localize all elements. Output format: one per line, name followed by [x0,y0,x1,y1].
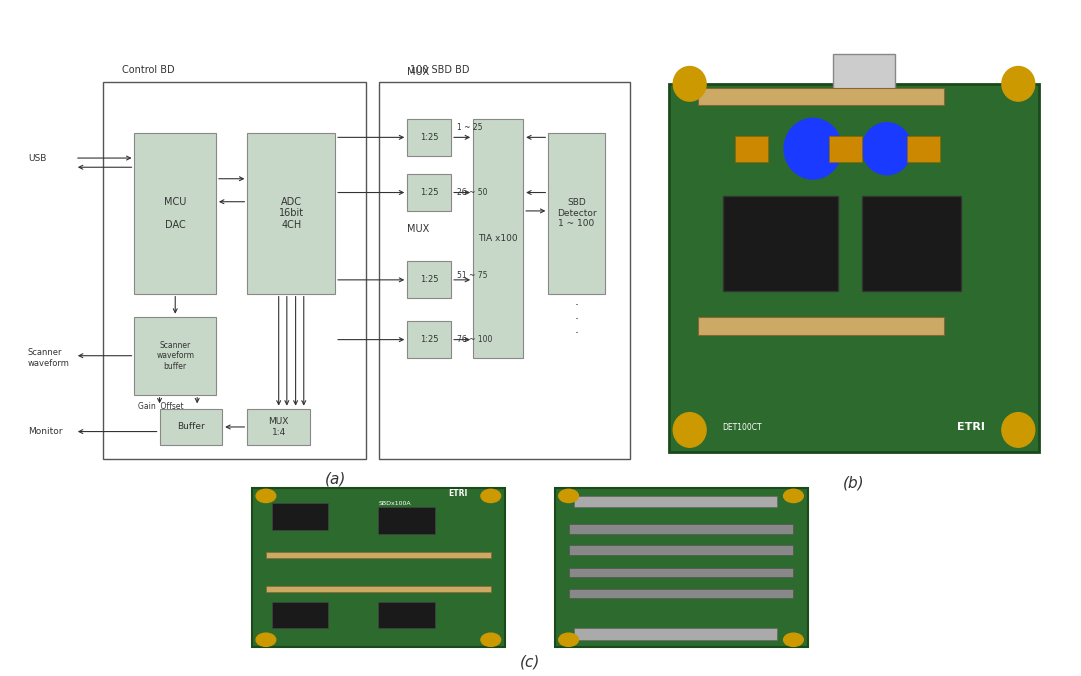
Circle shape [256,633,276,646]
Text: 1:25: 1:25 [419,188,439,197]
Text: Gain  Offset: Gain Offset [137,402,184,411]
Bar [266,552,491,558]
Bar [722,196,838,291]
Bar [698,318,945,335]
Circle shape [559,489,578,502]
FancyBboxPatch shape [555,488,808,648]
Text: MCU

DAC: MCU DAC [164,197,186,230]
FancyBboxPatch shape [408,174,451,211]
Text: (b): (b) [843,475,865,491]
FancyBboxPatch shape [252,488,505,648]
Bar [574,629,776,639]
Text: DET100CT: DET100CT [722,423,762,432]
Bar [378,507,435,534]
Bar [379,82,630,459]
FancyBboxPatch shape [408,321,451,358]
Text: Scanner
waveform: Scanner waveform [28,348,70,368]
Text: (a): (a) [324,472,346,487]
Text: Buffer: Buffer [177,422,204,431]
Text: SBD
Detector
1 ~ 100: SBD Detector 1 ~ 100 [557,198,597,228]
Bar [103,82,366,459]
Text: ETRI: ETRI [449,489,468,498]
Text: 1:25: 1:25 [419,335,439,344]
FancyBboxPatch shape [248,408,310,445]
Bar [907,136,940,162]
Text: SBDx100A: SBDx100A [378,502,411,506]
Text: .: . [574,309,578,322]
Bar [569,568,793,577]
Circle shape [256,489,276,502]
Text: 26 ~ 50: 26 ~ 50 [457,188,488,197]
Text: 100 SBD BD: 100 SBD BD [411,65,470,75]
Text: 51 ~ 75: 51 ~ 75 [457,270,488,280]
Circle shape [784,118,842,179]
Bar [569,525,793,534]
Circle shape [863,123,911,174]
Bar [863,196,961,291]
FancyBboxPatch shape [248,132,335,293]
Bar [569,545,793,554]
FancyBboxPatch shape [408,262,451,298]
Text: Monitor: Monitor [28,427,63,436]
Bar [735,136,768,162]
Text: (c): (c) [520,655,539,670]
FancyBboxPatch shape [134,316,216,395]
Text: Control BD: Control BD [122,65,174,75]
Text: MUX
1:4: MUX 1:4 [268,417,289,437]
Text: ADC
16bit
4CH: ADC 16bit 4CH [279,197,304,230]
Text: Scanner
waveform
buffer: Scanner waveform buffer [157,341,195,370]
Circle shape [559,633,578,646]
Text: MUX: MUX [408,224,429,234]
Bar [271,602,328,629]
Text: TIA x100: TIA x100 [478,234,518,243]
FancyBboxPatch shape [548,132,604,293]
Circle shape [481,489,501,502]
Bar [271,504,328,530]
Text: .: . [574,322,578,336]
FancyBboxPatch shape [134,132,216,293]
Circle shape [1002,66,1035,101]
Circle shape [481,633,501,646]
Circle shape [1002,412,1035,448]
Text: 76 ~ 100: 76 ~ 100 [457,335,493,344]
Circle shape [673,412,706,448]
Text: ETRI: ETRI [957,422,985,432]
Bar [378,602,435,629]
Text: 1:25: 1:25 [419,275,439,285]
FancyBboxPatch shape [669,84,1039,452]
FancyBboxPatch shape [408,119,451,155]
Text: 1 ~ 25: 1 ~ 25 [457,124,483,132]
Circle shape [784,489,803,502]
Bar [266,586,491,592]
Bar [569,589,793,598]
Text: USB: USB [28,153,46,162]
Circle shape [673,66,706,101]
Bar [829,136,863,162]
Text: MUX: MUX [408,68,429,77]
FancyBboxPatch shape [473,119,523,358]
Text: .: . [574,295,578,308]
Text: 1:25: 1:25 [419,133,439,142]
Bar [833,53,895,97]
Circle shape [784,633,803,646]
FancyBboxPatch shape [160,408,223,445]
Bar [698,88,945,105]
Bar [574,496,776,507]
